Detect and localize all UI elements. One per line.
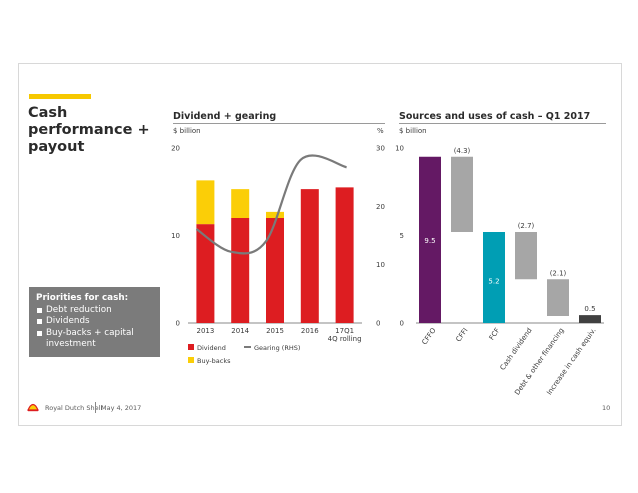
chart1-y2tick-label: 10 — [376, 261, 385, 269]
chart2-data-label: (4.3) — [454, 147, 471, 155]
chart1-bar-dividend — [335, 187, 354, 323]
footer-date: May 4, 2017 — [101, 404, 142, 412]
chart2-bar — [515, 232, 537, 280]
chart1-bar-dividend — [196, 224, 215, 323]
chart1-ylabel: $ billion — [173, 127, 201, 135]
priorities-box: Priorities for cash: Debt reduction Divi… — [29, 287, 160, 357]
chart1-legend-buybacks: Buy-backs — [197, 357, 231, 365]
chart1-bar-dividend — [266, 218, 284, 323]
chart1-y2tick-label: 0 — [376, 320, 380, 328]
slide-title: Cash performance + payout — [28, 105, 150, 155]
chart2-bar — [579, 315, 601, 323]
chart2-ytick-label: 5 — [400, 232, 404, 240]
chart1-xtick-label: 2016 — [301, 327, 319, 335]
chart2-bar — [451, 156, 473, 232]
chart2-ytick-label: 10 — [395, 145, 404, 153]
chart2-xtick-label: FCF — [488, 327, 502, 342]
chart1-y2tick-label: 20 — [376, 203, 385, 211]
chart2-xtick-label: CFFO — [421, 326, 438, 346]
chart2-xtick-label: Cash dividend — [499, 327, 534, 372]
chart1-ytick-label: 0 — [176, 320, 180, 328]
footer-company: Royal Dutch Shell — [45, 404, 103, 412]
chart1-legend-swatch-buybacks — [188, 357, 194, 363]
chart1-line-gearing — [195, 154, 347, 255]
chart2-data-label: 5.2 — [488, 278, 499, 286]
chart2-bar — [547, 279, 569, 316]
chart2-data-label: 0.5 — [584, 305, 595, 313]
chart1-xtick-label: 17Q1 4Q rolling — [328, 327, 362, 343]
chart2-xtick-label: CFFI — [454, 327, 469, 344]
chart1-xtick-label: 2015 — [266, 327, 284, 335]
page-number: 10 — [602, 404, 611, 412]
chart2-bar — [419, 156, 441, 323]
chart1-title: Dividend + gearing — [173, 111, 277, 122]
chart2-title-rule — [399, 123, 606, 124]
chart1-legend-swatch-dividend — [188, 344, 194, 350]
priorities-list: Debt reduction Dividends Buy-backs + cap… — [36, 305, 153, 351]
priority-item: Dividends — [36, 316, 153, 328]
chart2-data-label: (2.7) — [518, 222, 535, 230]
chart2-data-label: 9.5 — [424, 237, 435, 245]
shell-logo-icon — [27, 403, 39, 412]
priority-item: Debt reduction — [36, 305, 153, 317]
chart2-ylabel: $ billion — [399, 127, 427, 135]
chart2-data-label: (2.1) — [550, 269, 567, 277]
footer-separator — [95, 402, 96, 413]
chart2-bar — [483, 232, 505, 323]
chart1-y2label: % — [377, 127, 384, 135]
accent-bar — [29, 94, 91, 99]
chart1-ytick-label: 20 — [171, 145, 180, 153]
chart2-ytick-label: 0 — [400, 320, 404, 328]
chart1-bar-buybacks — [231, 189, 250, 218]
chart1-bar-buybacks — [266, 211, 284, 218]
chart1-title-rule — [173, 123, 385, 124]
chart1-xtick-label: 2013 — [196, 327, 214, 335]
chart2-title: Sources and uses of cash – Q1 2017 — [399, 111, 591, 122]
chart1-bar-buybacks — [196, 180, 215, 225]
chart1-bar-dividend — [300, 189, 319, 323]
chart1-bar-dividend — [231, 218, 250, 323]
chart2-sources-uses: 0 5 10 9.5 (4.3) 5.2 (2.7) (2.1) 0.5 CFFO CFFI FCFC… — [395, 145, 604, 397]
chart1-y2tick-label: 30 — [376, 145, 385, 153]
chart1-ytick-label: 10 — [171, 232, 180, 240]
chart1-legend-dividend: Dividend — [197, 344, 226, 352]
chart1-xtick-label: 2014 — [231, 327, 249, 335]
priorities-title: Priorities for cash: — [36, 293, 129, 303]
chart1-dividend-gearing: 0 10 20 0 10 20 30 2013 2014 2015 2016 17Q1 4Q rolli… — [171, 145, 385, 366]
chart1-legend-gearing: Gearing (RHS) — [254, 344, 300, 352]
priority-item: Buy-backs + capital investment — [36, 328, 153, 351]
